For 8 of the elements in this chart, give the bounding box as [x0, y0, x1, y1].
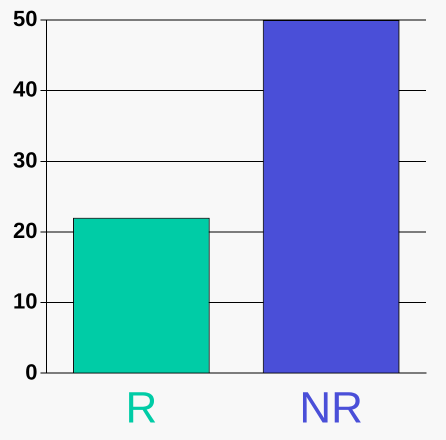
- x-tick-label: R: [125, 384, 158, 433]
- y-tick-label: 40: [12, 76, 38, 102]
- y-tick-label: 30: [12, 147, 38, 172]
- y-tick-label: 20: [12, 218, 38, 243]
- y-tick-label: 10: [12, 288, 38, 314]
- x-tick-label: NR: [299, 384, 363, 433]
- y-tick-label: 0: [25, 359, 38, 384]
- y-tick-label: 50: [12, 6, 38, 32]
